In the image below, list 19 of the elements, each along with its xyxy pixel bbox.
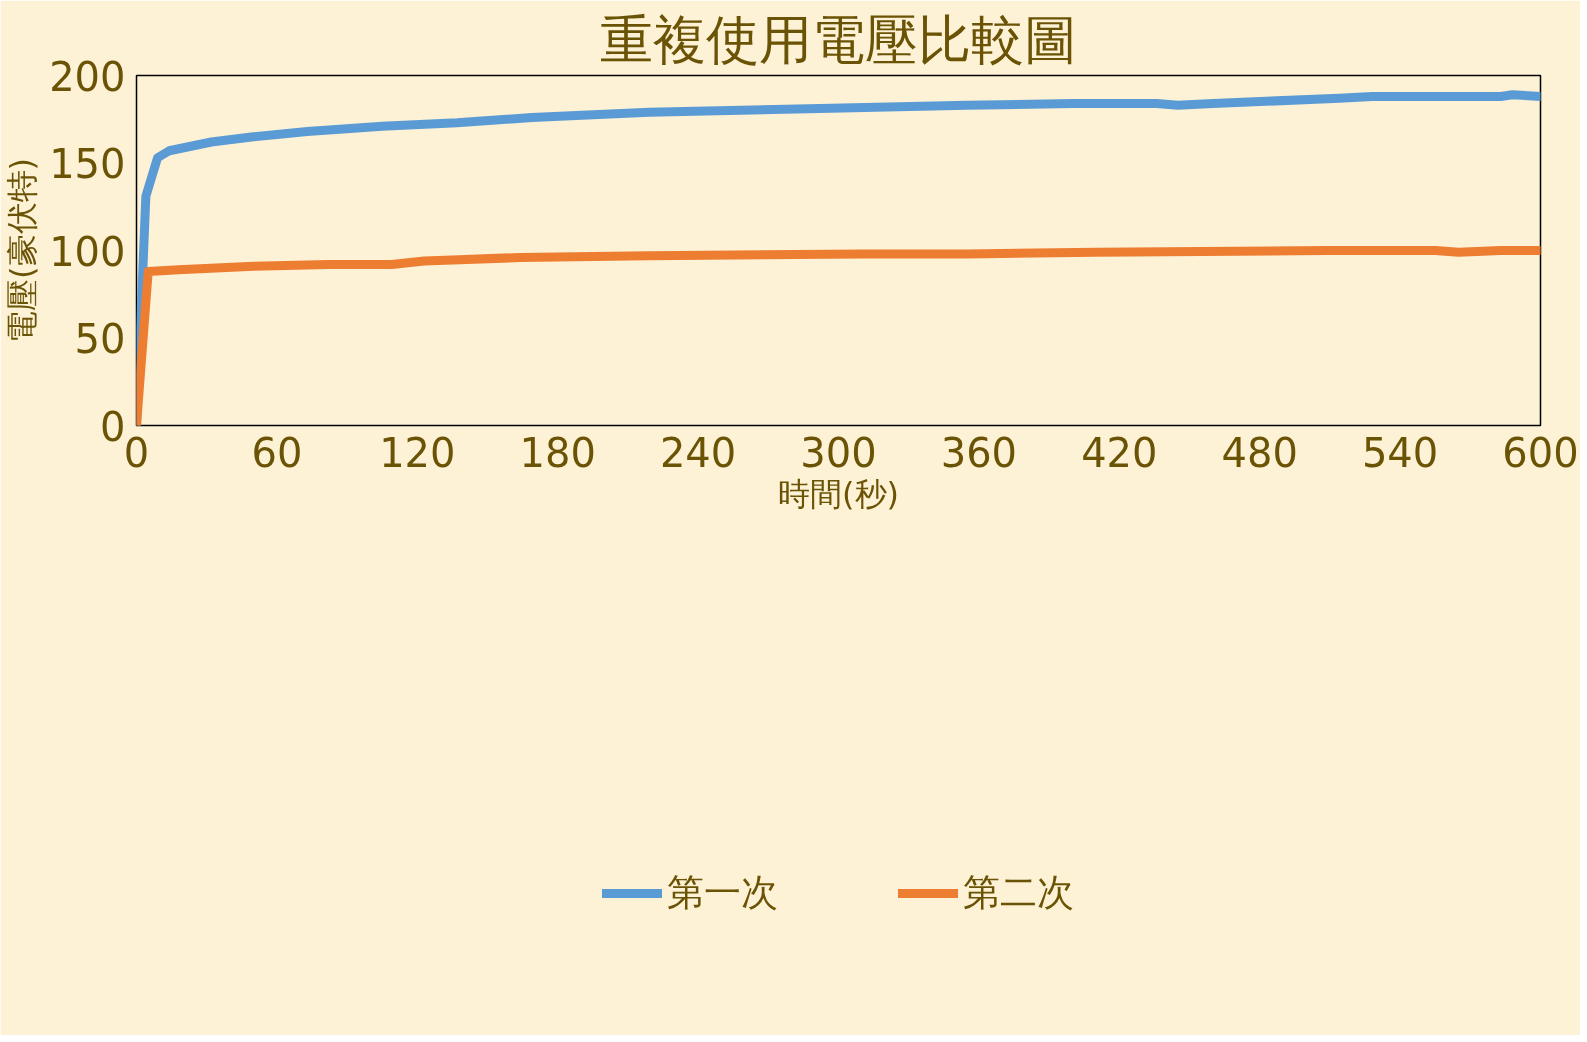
x-tick-label: 120 — [379, 429, 456, 476]
x-tick-label: 360 — [940, 429, 1018, 476]
chart-title: 重複使用電壓比較圖 — [600, 7, 1077, 71]
x-tick-label: 240 — [659, 429, 737, 476]
x-tick-label: 540 — [1361, 429, 1439, 476]
y-axis-title: 電壓(豪伏特) — [3, 158, 42, 343]
x-tick-label: 60 — [251, 429, 303, 476]
x-tick-label: 300 — [800, 429, 877, 476]
legend-label: 第一次 — [667, 868, 778, 916]
legend-label: 第二次 — [963, 868, 1074, 916]
y-tick-label: 200 — [49, 53, 126, 100]
x-tick-label: 480 — [1221, 429, 1298, 476]
x-tick-label: 600 — [1502, 429, 1579, 476]
y-tick-label: 150 — [49, 141, 126, 187]
y-tick-label: 50 — [74, 316, 126, 362]
y-tick-label: 100 — [49, 228, 126, 275]
x-tick-label: 420 — [1081, 429, 1158, 476]
x-axis-title: 時間(秒) — [778, 474, 899, 513]
x-tick-label: 180 — [519, 429, 596, 476]
